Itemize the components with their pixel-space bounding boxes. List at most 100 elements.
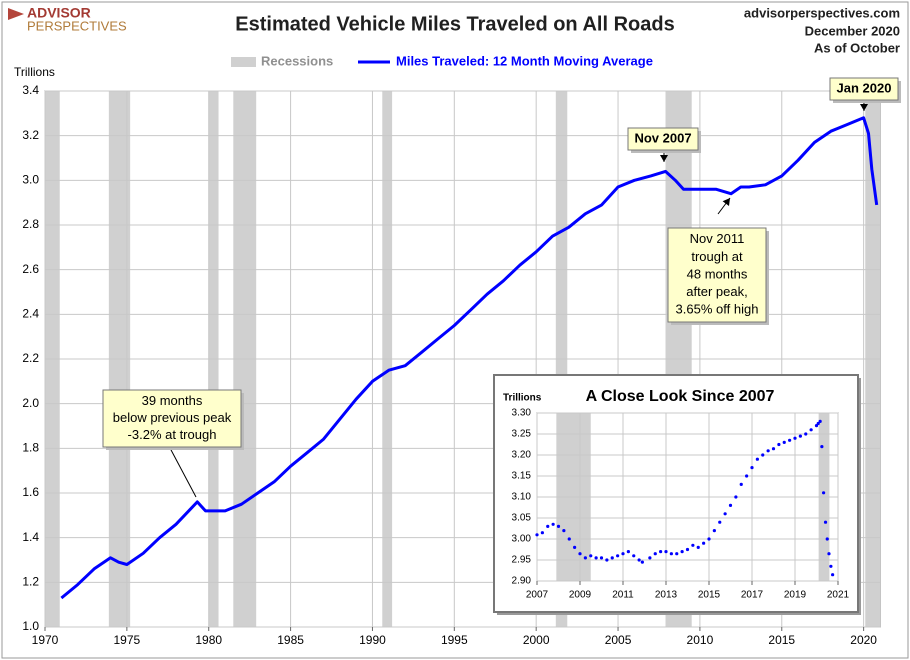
logo-top: ADVISOR (27, 5, 91, 21)
legend-label: Recessions (261, 53, 333, 68)
y-tick-label: 1.2 (22, 575, 39, 589)
y-tick-label: 2.95 (512, 555, 532, 566)
annotation-arrowhead (722, 198, 730, 206)
x-tick-label: 2000 (523, 633, 550, 647)
point (750, 466, 754, 470)
x-tick-label: 2017 (741, 590, 764, 601)
point (685, 547, 690, 552)
date: December 2020 (805, 23, 900, 38)
y-tick-label: 1.6 (22, 485, 39, 499)
point (696, 545, 700, 550)
legend-swatch (231, 57, 256, 67)
point (766, 449, 770, 453)
annotation-box (667, 227, 767, 323)
inset-y-label: Trillions (503, 393, 542, 404)
point (556, 524, 561, 529)
x-tick-label: 1985 (277, 633, 304, 647)
point (573, 545, 577, 550)
x-tick-label: 2020 (850, 633, 877, 647)
point (540, 531, 544, 535)
annotation-text: trough at (691, 249, 743, 264)
point (551, 522, 555, 526)
point (827, 552, 831, 556)
logo-bottom: PERSPECTIVES (27, 18, 127, 33)
point (825, 537, 829, 541)
point (829, 564, 833, 568)
point (589, 554, 593, 558)
point (718, 520, 722, 524)
x-tick-label: 2005 (605, 633, 632, 647)
point (777, 442, 781, 447)
annotation-text: 48 months (687, 266, 748, 281)
x-tick-label: 2007 (526, 590, 549, 601)
annotation-text: below previous peak (113, 410, 232, 425)
point (599, 556, 604, 560)
point (793, 436, 797, 440)
point (637, 558, 641, 562)
point (831, 573, 835, 577)
annotation-text: Nov 2007 (634, 130, 691, 145)
x-tick-label: 2015 (698, 590, 721, 601)
point (728, 503, 733, 507)
logo-mark (8, 8, 24, 20)
x-tick-label: 1990 (359, 633, 386, 647)
x-tick-label: 2019 (784, 590, 807, 601)
as-of: As of October (814, 40, 900, 55)
point (771, 447, 776, 451)
chart-title: Estimated Vehicle Miles Traveled on All … (235, 13, 674, 35)
annotation-arrowhead (660, 155, 668, 162)
y-axis-label: Trillions (14, 65, 55, 79)
point (809, 428, 813, 432)
annotation-box (829, 77, 899, 101)
x-tick-label: 2021 (827, 590, 850, 601)
annotation-text: -3.2% at trough (128, 427, 217, 442)
y-tick-label: 2.90 (512, 576, 532, 587)
annotation-text: 39 months (142, 393, 203, 408)
point (816, 421, 820, 426)
annotation-text: Nov 2011 (690, 231, 745, 246)
point (610, 556, 614, 560)
series-line (60, 116, 879, 600)
y-tick-label: 2.2 (22, 351, 39, 365)
annotation-box (102, 389, 242, 448)
point (626, 550, 630, 554)
point (820, 445, 824, 449)
point (680, 550, 684, 554)
point (723, 512, 727, 516)
y-tick-label: 3.05 (512, 513, 532, 524)
point (734, 495, 738, 499)
y-tick-label: 3.2 (22, 128, 39, 142)
point (823, 520, 828, 524)
point (739, 482, 743, 486)
point (659, 550, 663, 554)
y-tick-label: 2.6 (22, 262, 39, 276)
x-tick-label: 2015 (768, 633, 795, 647)
y-tick-label: 1.4 (22, 530, 39, 544)
x-tick-label: 2013 (655, 590, 678, 601)
point (804, 432, 808, 436)
x-tick-label: 1995 (441, 633, 468, 647)
point (782, 440, 786, 444)
annotation-text: 3.65% off high (676, 302, 759, 317)
point (761, 453, 765, 457)
point (798, 434, 802, 438)
y-tick-label: 3.20 (512, 450, 532, 461)
annotation-text: Jan 2020 (837, 80, 892, 95)
point (578, 552, 582, 556)
y-tick-label: 3.10 (512, 492, 532, 503)
y-tick-label: 3.00 (512, 534, 532, 545)
point (616, 554, 620, 558)
point (567, 537, 571, 541)
point (605, 558, 609, 562)
point (621, 552, 625, 556)
annotation-text: after peak, (686, 284, 747, 299)
point (594, 556, 598, 560)
point (546, 524, 550, 529)
x-tick-label: 2011 (612, 590, 634, 601)
y-tick-label: 3.4 (22, 83, 39, 97)
x-tick-label: 2009 (569, 590, 592, 601)
point (745, 474, 749, 478)
y-tick-label: 3.30 (512, 408, 532, 419)
